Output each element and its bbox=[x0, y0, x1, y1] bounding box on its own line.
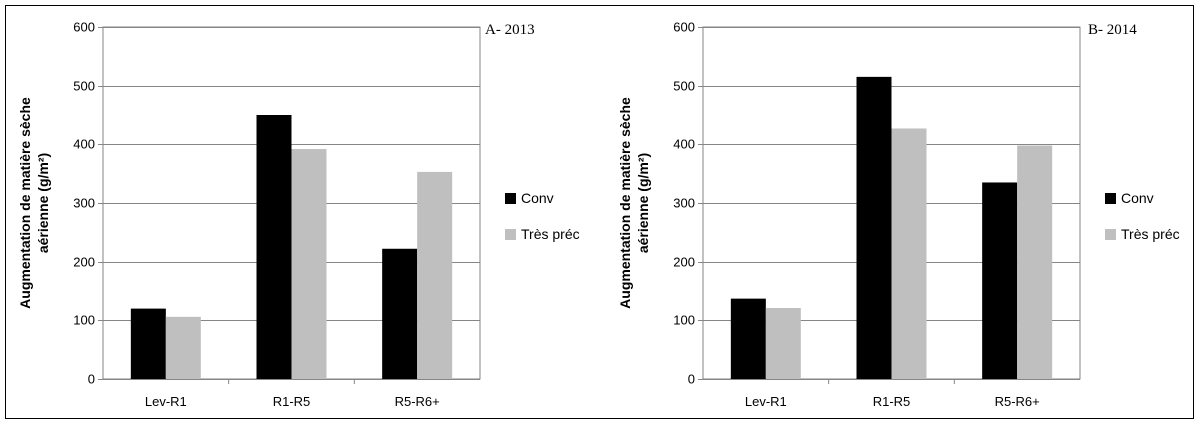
bar-tr-s-pr-c bbox=[417, 171, 453, 379]
x-tick-label: R5-R6+ bbox=[395, 394, 440, 409]
legend-label: Très préc bbox=[521, 226, 580, 242]
x-tick-label: R1-R5 bbox=[273, 394, 311, 409]
y-tick-label: 400 bbox=[673, 137, 695, 152]
y-tick-label: 400 bbox=[73, 137, 95, 152]
bar-conv bbox=[130, 308, 166, 379]
chart-panel-1: 0 100 200 300 400 500 600 Lev-R1 R1-R5 R5-R6+ Augm… bbox=[17, 20, 580, 410]
panel-label: A- 2013 bbox=[485, 22, 535, 38]
x-tick-label: R5-R6+ bbox=[995, 394, 1040, 409]
y-tick-label: 300 bbox=[73, 196, 95, 211]
y-tick-label: 0 bbox=[88, 372, 95, 387]
y-axis-label-line-1: Augmentation de matière sèche bbox=[17, 97, 33, 309]
bar-tr-s-pr-c bbox=[165, 316, 201, 379]
y-tick-label: 600 bbox=[673, 20, 695, 35]
y-tick-label: 100 bbox=[73, 313, 95, 328]
y-axis-label: Augmentation de matière sèche aérienne (g… bbox=[617, 97, 651, 309]
y-axis-label-line-1: Augmentation de matière sèche bbox=[617, 97, 633, 309]
legend-swatch bbox=[1105, 193, 1116, 204]
y-tick-label: 100 bbox=[673, 313, 695, 328]
chart-panel-2: 0 100 200 300 400 500 600 Lev-R1 R1-R5 R5-R6+ Augm… bbox=[617, 20, 1180, 410]
y-tick-label: 200 bbox=[673, 255, 695, 270]
y-tick-label: 500 bbox=[673, 79, 695, 94]
figure-frame bbox=[5, 5, 1194, 419]
y-axis-label-line-2: aérienne (g/m²) bbox=[635, 153, 651, 253]
bar-conv bbox=[982, 182, 1018, 379]
bar-conv bbox=[730, 298, 766, 379]
bar-conv bbox=[382, 248, 418, 379]
x-tick-label: R1-R5 bbox=[873, 394, 911, 409]
x-tick-label: Lev-R1 bbox=[745, 394, 787, 409]
legend-swatch bbox=[505, 229, 516, 240]
bar-tr-s-pr-c bbox=[1017, 145, 1053, 379]
legend-swatch bbox=[505, 193, 516, 204]
panel-label: B- 2014 bbox=[1088, 22, 1137, 38]
legend-swatch bbox=[1105, 229, 1116, 240]
bar-conv bbox=[856, 76, 892, 379]
bar-tr-s-pr-c bbox=[765, 308, 801, 379]
y-tick-label: 300 bbox=[673, 196, 695, 211]
bar-tr-s-pr-c bbox=[291, 149, 327, 379]
y-axis-label-line-2: aérienne (g/m²) bbox=[35, 153, 51, 253]
bar-conv bbox=[256, 115, 292, 379]
legend-label: Très préc bbox=[1121, 226, 1180, 242]
x-tick-label: Lev-R1 bbox=[145, 394, 187, 409]
y-tick-label: 0 bbox=[688, 372, 695, 387]
y-tick-label: 200 bbox=[73, 255, 95, 270]
y-tick-label: 600 bbox=[73, 20, 95, 35]
y-axis-label: Augmentation de matière sèche aérienne (g… bbox=[17, 97, 51, 309]
bar-tr-s-pr-c bbox=[891, 128, 927, 379]
y-tick-label: 500 bbox=[73, 79, 95, 94]
legend-label: Conv bbox=[521, 190, 554, 206]
legend-label: Conv bbox=[1121, 190, 1154, 206]
